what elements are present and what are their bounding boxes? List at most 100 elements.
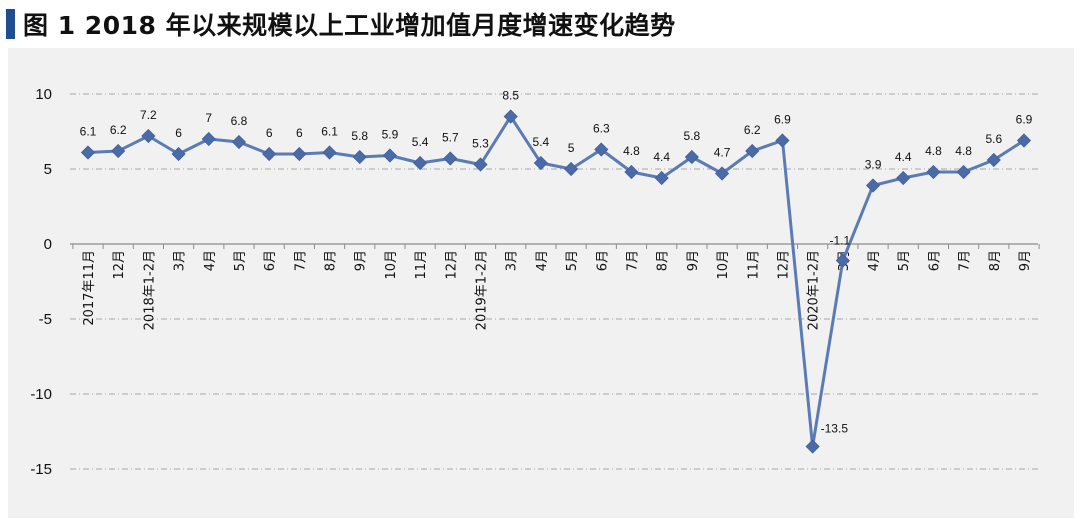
- x-axis-labels: 2017年11月 12月 2018年1-2月 3月 4月 5月 6月 7月 8月 9月 10月 11月…: [82, 250, 1033, 330]
- data-point-marker: [865, 178, 881, 193]
- x-axis-tick-marks: [72, 244, 1040, 249]
- y-axis-ticks: 10 5 0 -5 -10 -15: [30, 86, 52, 478]
- data-point-marker: [111, 143, 126, 159]
- data-label: 6.9: [1016, 113, 1033, 127]
- chart-panel: [8, 48, 1074, 518]
- data-point-marker: [262, 146, 277, 162]
- data-label: 4.8: [925, 144, 942, 158]
- y-tick-label: 10: [35, 86, 52, 103]
- x-tick-label: 7月: [293, 250, 308, 271]
- x-tick-label: 10月: [384, 250, 399, 280]
- x-tick-label: 9月: [686, 250, 701, 271]
- data-label: 6.2: [744, 123, 761, 137]
- x-tick-label: 5月: [897, 250, 912, 271]
- data-label: 5.8: [684, 129, 701, 143]
- data-label: 3.9: [865, 158, 882, 172]
- x-tick-label: 7月: [958, 250, 973, 271]
- data-label: 4.4: [653, 150, 670, 164]
- x-tick-label: 7月: [625, 250, 640, 271]
- x-tick-label: 6月: [263, 250, 278, 271]
- data-label: 5.7: [442, 131, 459, 145]
- data-label: 5.4: [533, 135, 550, 149]
- data-label: 6.9: [774, 113, 791, 127]
- data-point-marker: [201, 131, 216, 147]
- data-point-marker: [231, 134, 247, 150]
- y-tick-label: -5: [39, 311, 52, 328]
- data-label: 5: [568, 141, 575, 155]
- data-point-marker: [956, 164, 971, 180]
- data-label: -1.1: [829, 234, 850, 248]
- x-tick-label: 2019年1-2月: [475, 250, 490, 330]
- x-tick-label: 2020年1-2月: [807, 250, 822, 330]
- y-tick-label: 0: [44, 236, 52, 253]
- data-point-marker: [533, 155, 548, 171]
- x-tick-label: 9月: [1018, 250, 1033, 271]
- title-accent-bar: [6, 9, 15, 39]
- data-point-marker: [684, 149, 699, 165]
- data-point-marker: [1016, 133, 1032, 148]
- x-tick-label: 12月: [444, 250, 459, 280]
- data-label: 8.5: [502, 89, 519, 103]
- x-tick-label: 10月: [716, 250, 731, 280]
- data-label: 6.2: [110, 123, 127, 137]
- data-label: 7: [205, 111, 212, 125]
- data-label: 6: [266, 126, 273, 140]
- x-tick-label: 8月: [656, 250, 671, 271]
- data-point-marker: [413, 155, 428, 171]
- x-tick-label: 11月: [414, 250, 429, 280]
- data-point-marker: [594, 142, 609, 157]
- data-point-marker: [382, 148, 398, 163]
- data-label: -13.5: [821, 422, 849, 436]
- data-point-marker: [714, 166, 730, 181]
- data-point-marker: [805, 439, 820, 454]
- x-tick-label: 3月: [173, 250, 188, 271]
- data-label: 6.1: [80, 125, 97, 139]
- x-tick-label: 12月: [776, 250, 791, 280]
- data-label: 6: [296, 126, 303, 140]
- data-point-marker: [473, 157, 488, 172]
- x-tick-label: 6月: [927, 250, 942, 271]
- data-label: 6.1: [321, 125, 338, 139]
- data-label: 6.3: [593, 122, 610, 136]
- x-tick-label: 12月: [112, 250, 127, 280]
- x-tick-label: 4月: [203, 250, 218, 271]
- data-point-marker: [564, 161, 579, 177]
- x-tick-label: 2017年11月: [82, 250, 97, 326]
- x-tick-label: 9月: [354, 250, 369, 271]
- x-tick-label: 2018年1-2月: [142, 250, 157, 330]
- data-label: 4.4: [895, 150, 912, 164]
- series-line: [87, 115, 1025, 448]
- data-point-marker: [654, 170, 669, 186]
- data-label: 5.3: [472, 137, 489, 151]
- data-point-marker: [503, 109, 518, 124]
- data-label: 5.9: [382, 128, 399, 142]
- data-point-marker: [141, 128, 156, 144]
- data-point-marker: [745, 143, 760, 159]
- title-bar: 图 1 2018 年以来规模以上工业增加值月度增速变化趋势: [0, 0, 1080, 48]
- series-markers: [80, 109, 1032, 454]
- data-label: 5.4: [412, 135, 429, 149]
- data-label: 4.7: [714, 146, 731, 160]
- x-tick-label: 8月: [988, 250, 1003, 271]
- data-point-marker: [443, 151, 458, 166]
- data-label: 7.2: [140, 108, 157, 122]
- data-label: 5.8: [351, 129, 368, 143]
- data-point-marker: [986, 152, 1001, 168]
- data-labels: 6.1 6.2 7.2 6 7 6.8 6 6 6.1 5.8 5.9 5.4 5.7 5.3 8.5 5.4…: [80, 89, 1033, 436]
- x-tick-label: 5月: [565, 250, 580, 271]
- data-point-marker: [926, 164, 941, 180]
- x-tick-label: 4月: [535, 250, 550, 271]
- data-point-marker: [80, 145, 96, 160]
- data-label: 5.6: [985, 132, 1002, 146]
- data-point-marker: [896, 170, 911, 186]
- data-label: 4.8: [623, 144, 640, 158]
- data-label: 4.8: [955, 144, 972, 158]
- data-point-marker: [322, 145, 337, 160]
- y-tick-label: 5: [44, 161, 52, 178]
- data-point-marker: [292, 146, 307, 162]
- x-tick-label: 4月: [867, 250, 882, 271]
- data-point-marker: [171, 146, 186, 162]
- x-tick-label: 8月: [324, 250, 339, 271]
- chart-title: 图 1 2018 年以来规模以上工业增加值月度增速变化趋势: [23, 11, 676, 40]
